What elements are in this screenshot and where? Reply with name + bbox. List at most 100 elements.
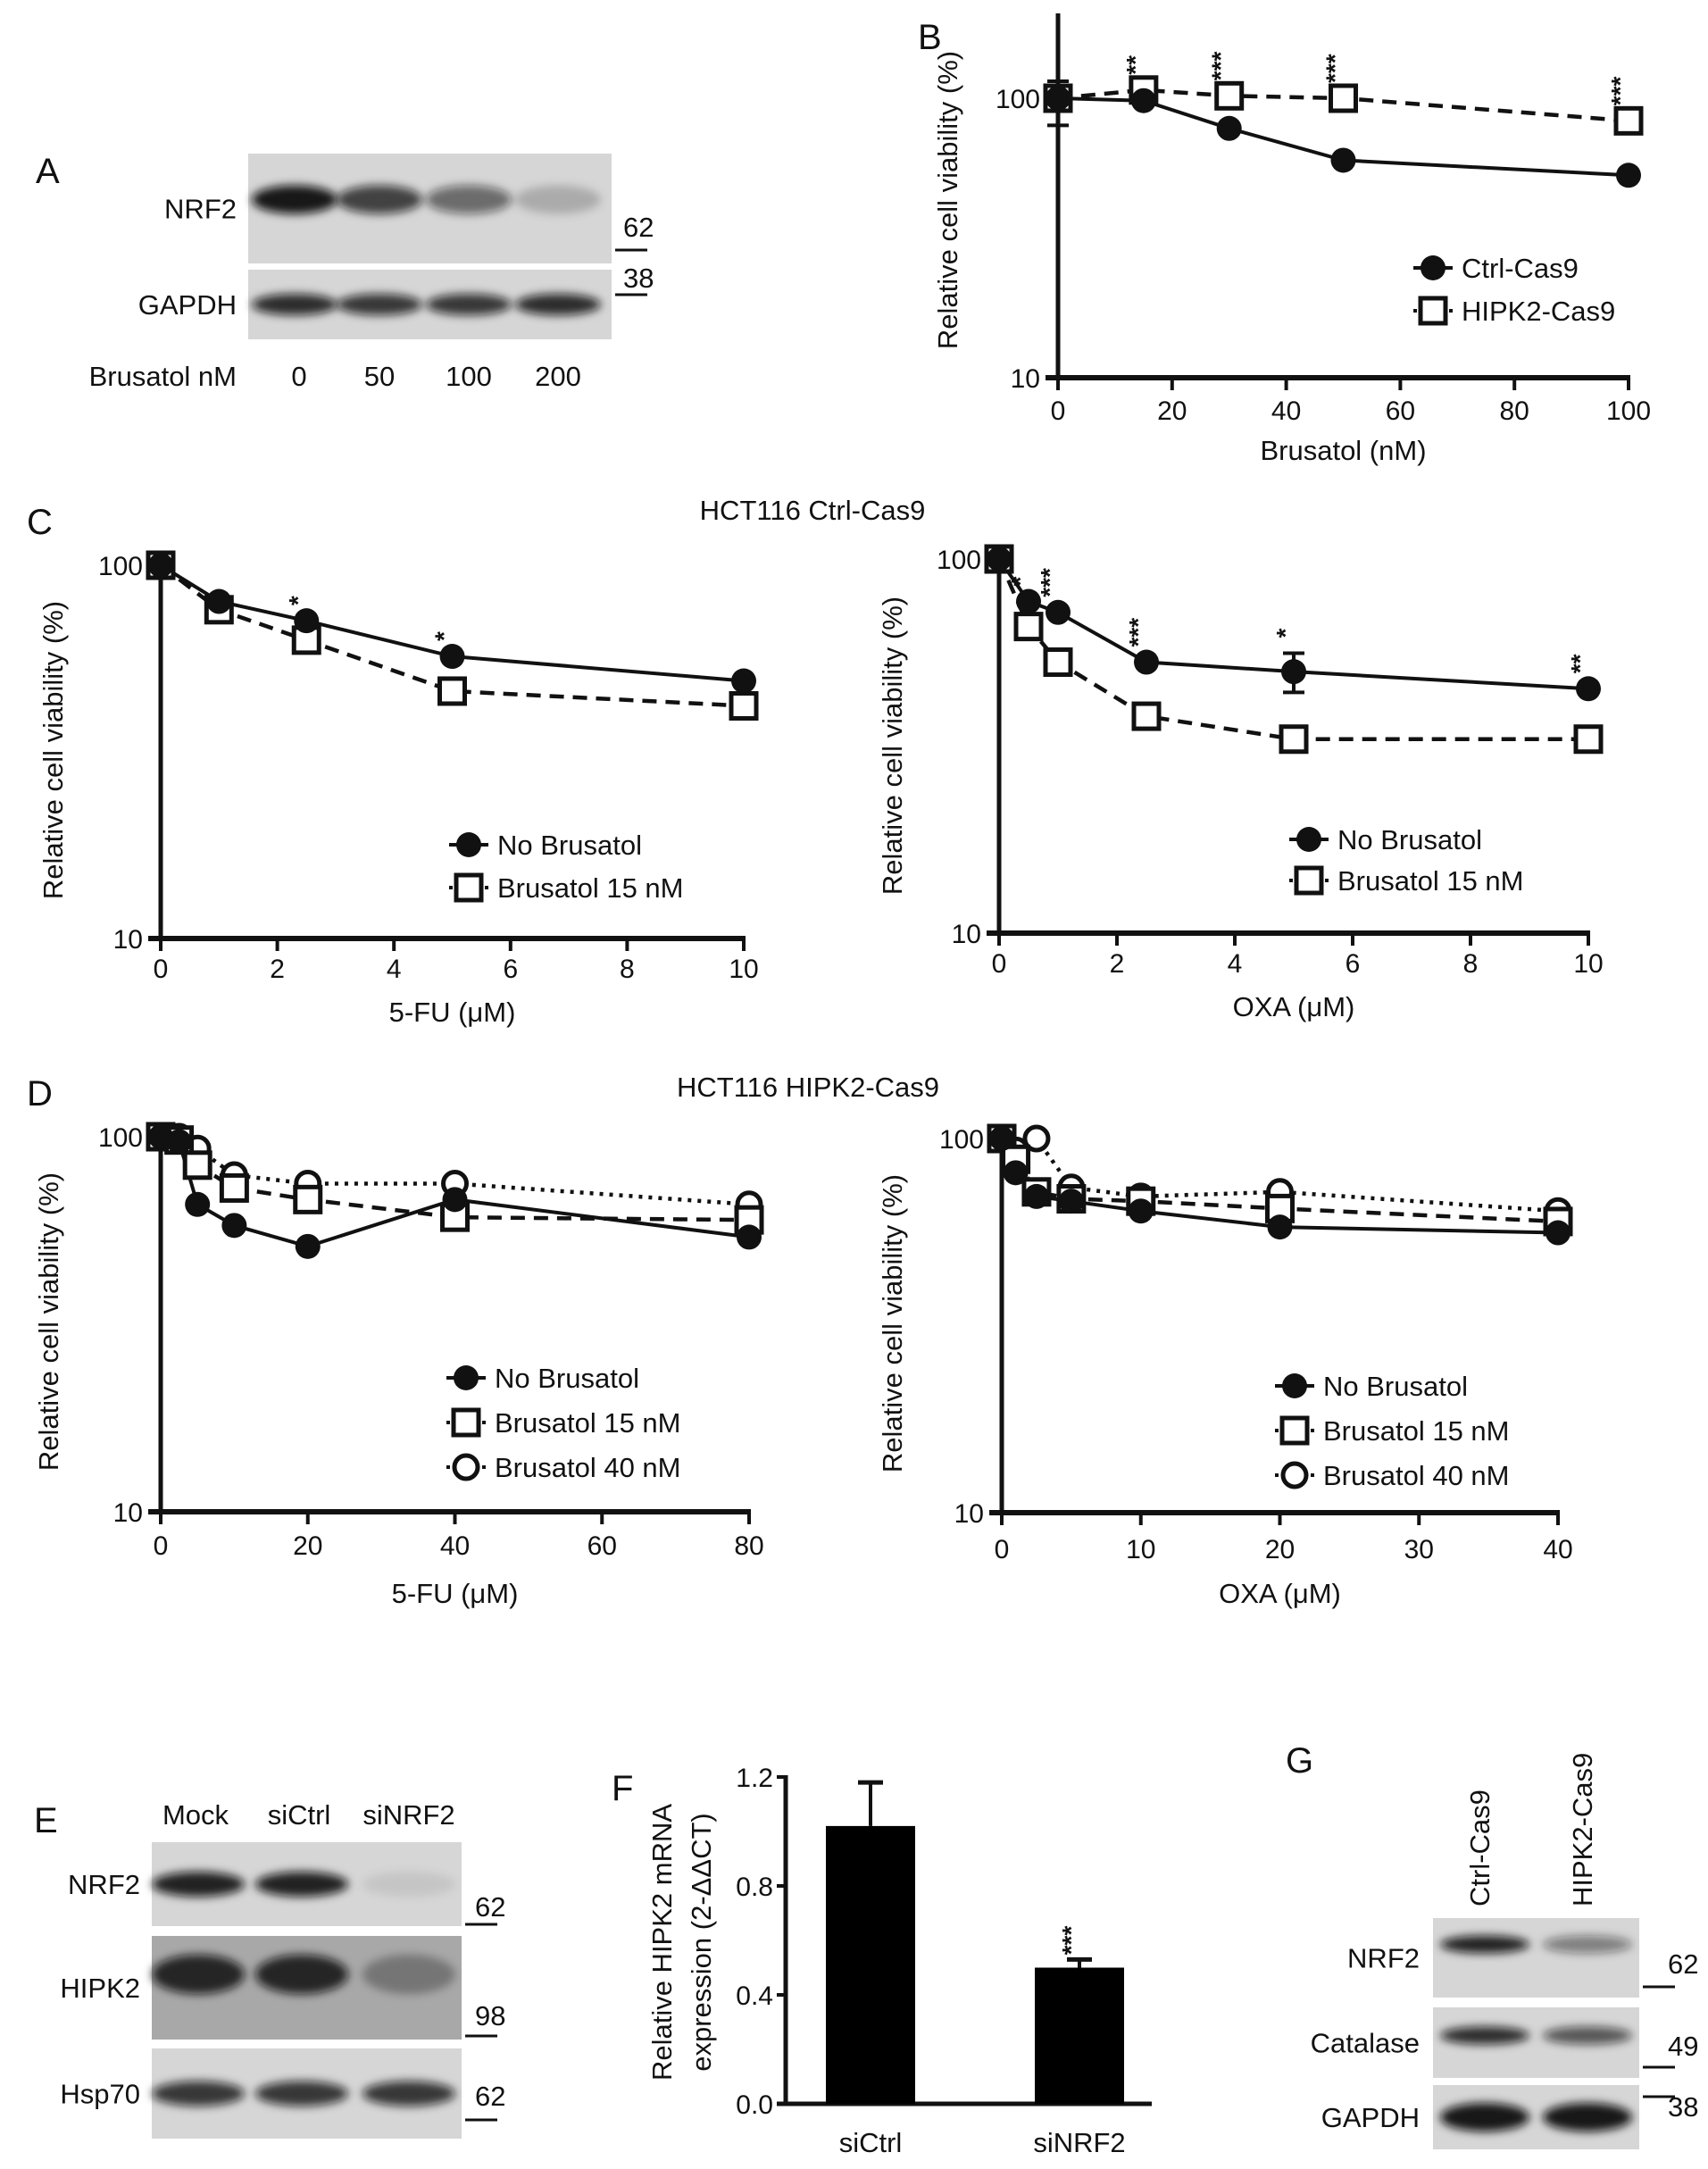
line-chart-panel-c [984,544,1604,946]
filled-circle-marker [1023,1183,1049,1209]
blot-row-label: GAPDH [138,289,237,321]
open-square-marker [1329,83,1358,113]
significance-stars: ** [1121,55,1149,75]
x-tick-label: 0 [154,1531,169,1561]
lane-label: Ctrl-Cas9 [1464,1789,1496,1906]
x-tick-label: 4 [1228,949,1243,979]
x-tick-label: 20 [1265,1535,1295,1564]
filled-circle-marker [1546,1220,1571,1246]
legend-entry [446,1407,486,1438]
figure-layer: A B C D E F G HCT116 Ctrl-Cas9 HCT116 HIPK2-Cas9… [27,13,1698,2158]
legend-label: Brusatol 15 nM [1337,865,1524,897]
legend-label: No Brusatol [1323,1371,1468,1402]
molecular-weight-marker: 98 [475,2000,505,2031]
panel-letter-e: E [34,1801,58,1840]
panel-title-d: HCT116 HIPK2-Cas9 [677,1072,939,1103]
protein-band [1440,2103,1529,2131]
filled-circle-marker [1003,1160,1029,1186]
open-square-marker [1294,865,1324,896]
legend-label: Ctrl-Cas9 [1462,253,1579,284]
filled-circle-marker [454,1365,479,1390]
protein-band [1440,1935,1529,1954]
filled-circle-marker [1216,115,1242,141]
y-tick-label: 0.0 [736,2090,773,2120]
filled-circle-marker [1058,1189,1084,1214]
filled-circle-marker [442,1187,468,1213]
y-tick-label: 100 [937,546,981,575]
protein-band [337,185,422,214]
x-category-label: siCtrl [839,2127,903,2158]
lane-label: 200 [535,361,581,392]
protein-band [515,294,601,315]
lane-label: 0 [291,361,306,392]
x-axis-label: 5-FU (μM) [392,1578,519,1609]
legend-entry [1289,827,1329,852]
molecular-weight-marker: 62 [475,2081,505,2112]
x-tick-label: 10 [729,955,758,984]
blot-row-label: HIPK2 [60,1973,140,2004]
panel-letter-d: D [27,1074,53,1114]
panel-title-c: HCT116 Ctrl-Cas9 [700,495,926,526]
protein-band [255,1872,348,1897]
open-square-marker [454,872,484,903]
protein-band [152,1955,245,1994]
blot-membrane [1433,1918,1639,1998]
y-axis-label: Relative HIPK2 mRNA [646,1804,678,2081]
protein-band [426,185,512,214]
protein-band [252,185,337,214]
lane-label: siNRF2 [362,1799,454,1831]
protein-band [426,294,512,315]
blot-row-label: Hsp70 [60,2079,140,2110]
legend-label: HIPK2-Cas9 [1462,296,1615,327]
filled-circle-marker [1282,1373,1307,1398]
filled-circle-marker [1267,1214,1293,1240]
x-tick-label: 4 [387,955,402,984]
x-tick-label: 20 [1157,396,1187,426]
protein-band [152,1872,245,1897]
panel-letter-g: G [1286,1741,1313,1781]
legend-entry [1275,1373,1314,1398]
line-chart-panel-d [146,1122,764,1524]
panel-letter-a: A [36,152,60,191]
molecular-weight-marker: 38 [1668,2091,1698,2123]
open-square-marker [451,1407,481,1438]
blot-E-western-blot [152,1842,497,2139]
filled-circle-marker [439,644,465,670]
filled-circle-marker [294,608,320,634]
x-tick-label: 40 [1271,396,1301,426]
significance-stars: * [284,596,312,605]
blot-G-western-blot [1433,1918,1675,2149]
y-tick-label: 10 [954,1499,984,1529]
filled-circle-marker [1421,255,1446,280]
lane-label: HIPK2-Cas9 [1567,1753,1598,1906]
blot-row-label: GAPDH [1321,2102,1420,2133]
x-tick-label: 20 [293,1531,322,1561]
blot-row-label: NRF2 [1347,1943,1420,1974]
protein-band [1543,2026,1632,2045]
significance-stars: *** [1321,54,1349,83]
filled-circle-marker [1046,86,1071,111]
lane-label: 100 [446,361,492,392]
open-square-marker [182,1150,212,1180]
protein-band [337,294,422,315]
blot-row-gapdh [1433,2085,1675,2149]
significance-stars: * [1271,629,1299,638]
filled-circle-marker [456,832,481,857]
bar-sinrf2 [1035,1967,1124,2104]
line-chart-panel-c [146,550,759,951]
significance-stars: *** [1207,52,1235,81]
protein-band [255,1955,348,1994]
open-square-marker [1043,647,1073,678]
filled-circle-marker [148,553,173,578]
legend-label: No Brusatol [497,830,642,861]
molecular-weight-marker: 62 [1668,1948,1698,1980]
x-tick-label: 0 [995,1535,1010,1564]
x-tick-label: 0 [992,949,1007,979]
significance-stars: *** [1036,568,1063,597]
x-tick-label: 8 [1463,949,1479,979]
protein-band [1440,2026,1529,2045]
x-tick-label: 8 [620,955,635,984]
significance-stars: *** [1124,618,1152,647]
open-square-marker [293,1184,323,1214]
blot-row-nrf2 [1433,1918,1675,1998]
